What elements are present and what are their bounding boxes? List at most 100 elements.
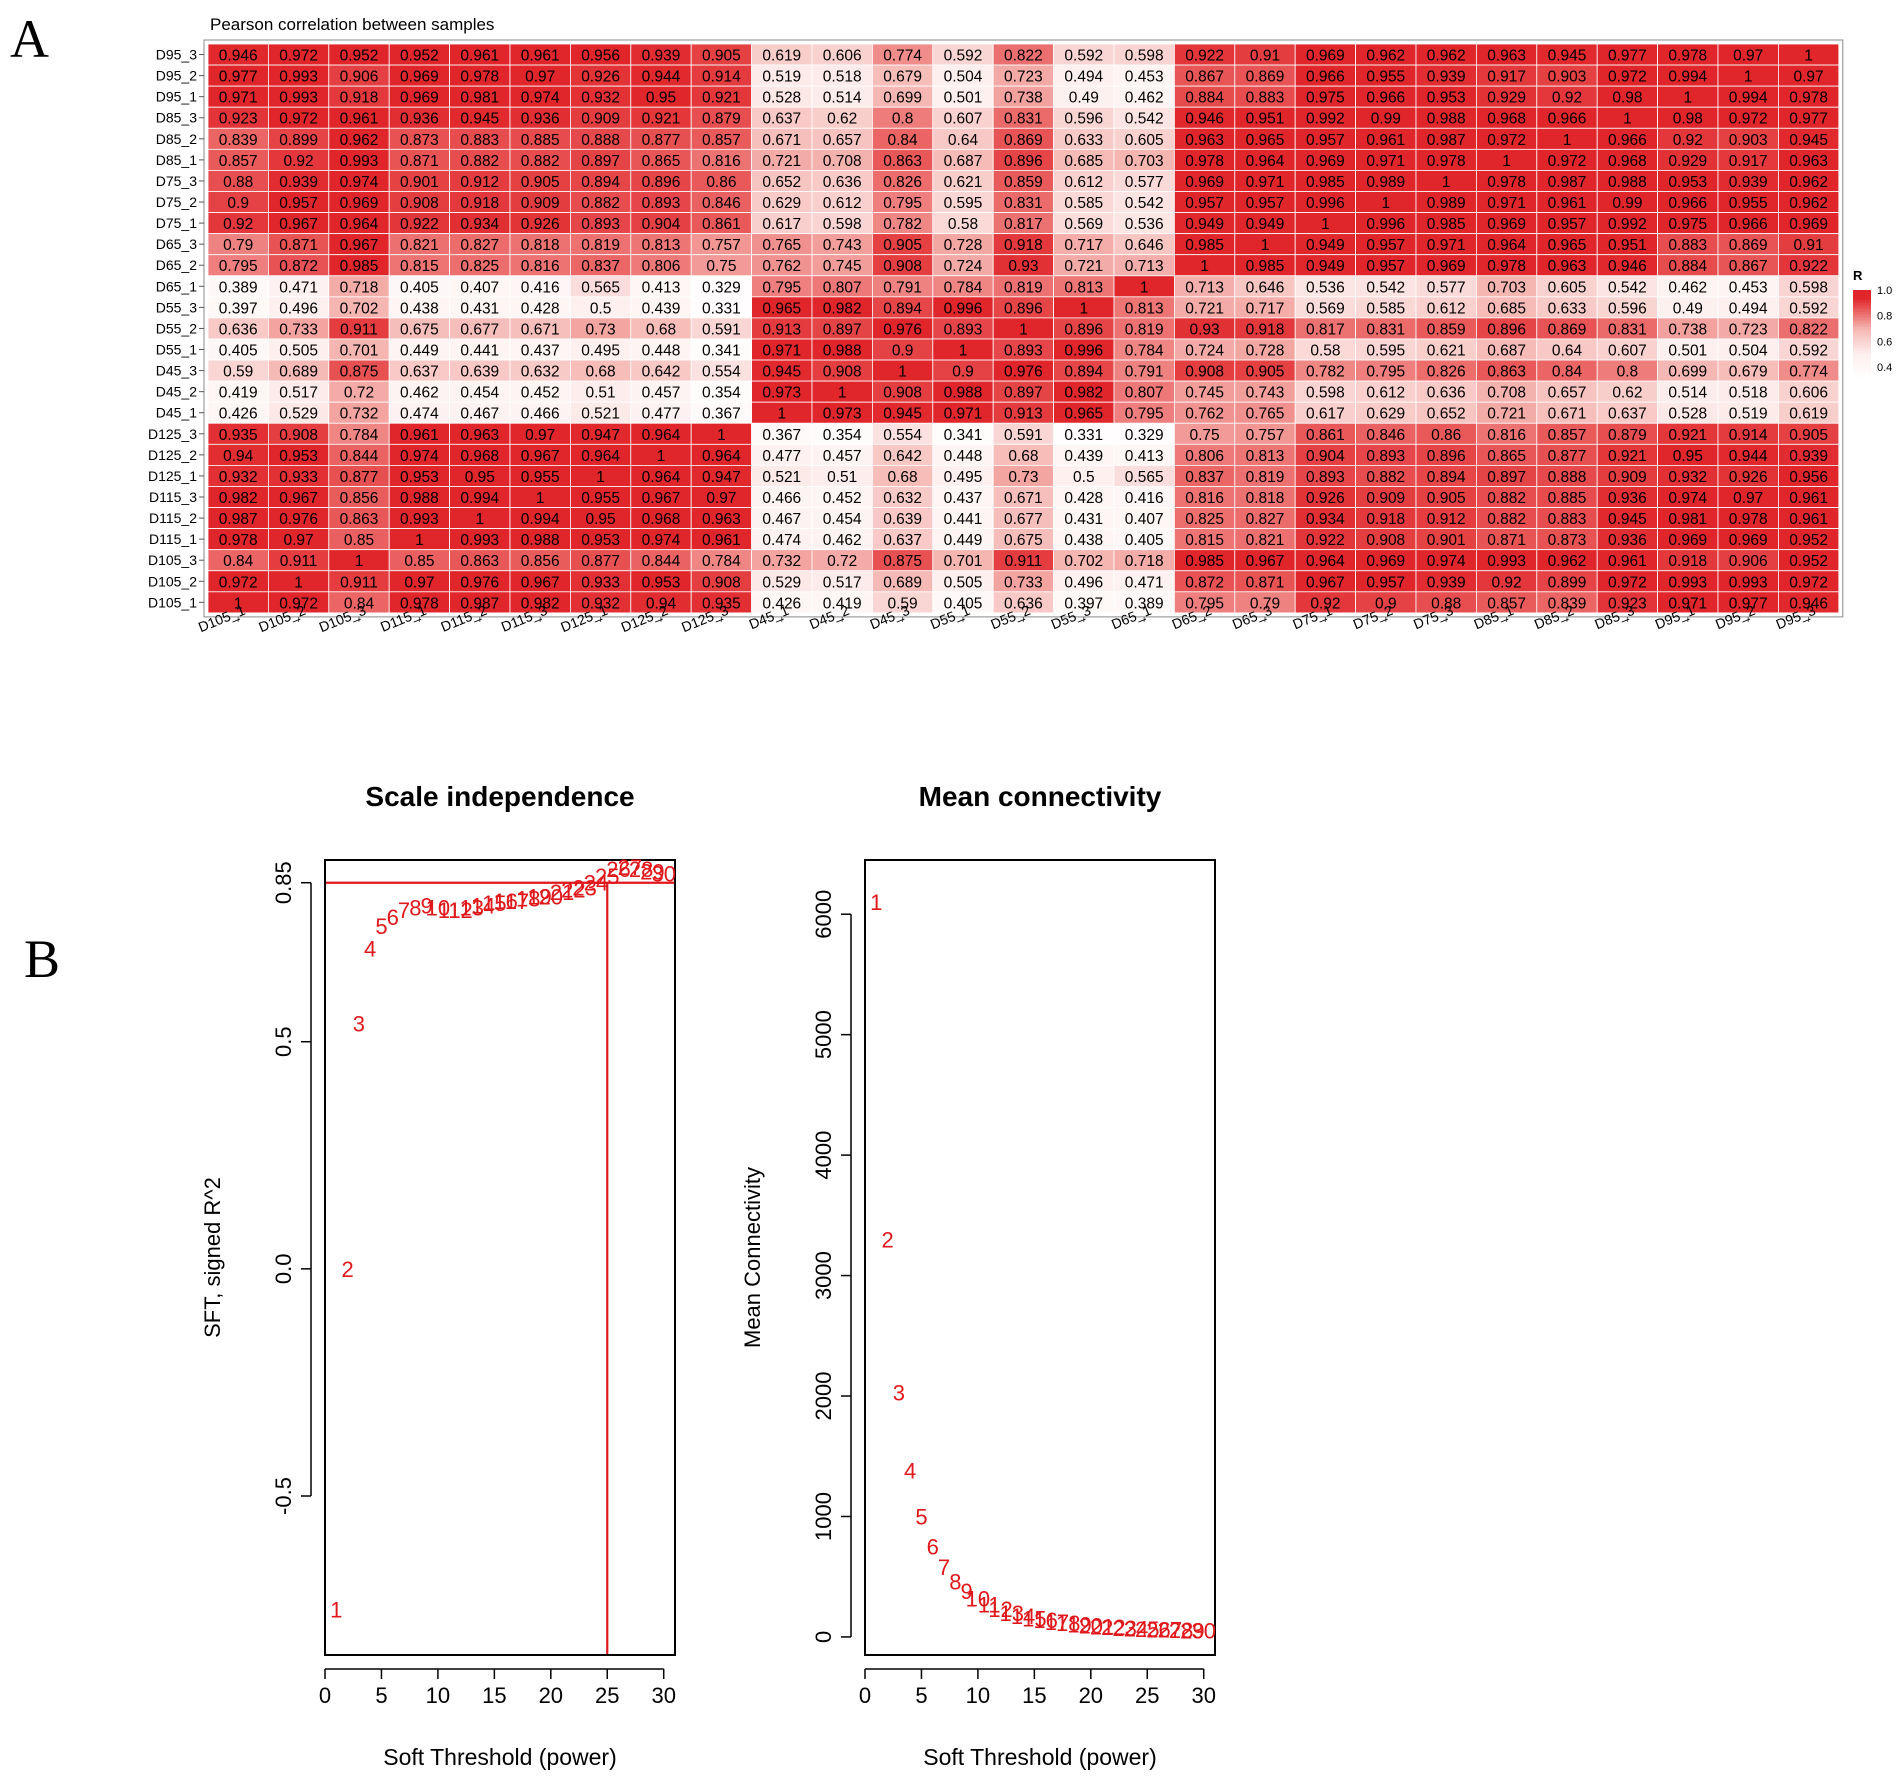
- heatmap-cell-value: 0.893: [1306, 469, 1345, 486]
- heatmap-cell-value: 0.529: [762, 574, 801, 591]
- heatmap-cell-value: 0.449: [400, 343, 439, 360]
- heatmap-cell-value: 0.817: [1004, 216, 1043, 233]
- heatmap-cell-value: 0.873: [1548, 532, 1587, 549]
- heatmap-cell-value: 0.873: [400, 132, 439, 149]
- heatmap-cell-value: 0.5: [1073, 469, 1095, 486]
- heatmap-cell-value: 0.466: [762, 490, 801, 507]
- scale-independence-plot-frame: [324, 859, 676, 1656]
- heatmap-cell-value: 0.961: [1789, 511, 1828, 528]
- heatmap-cell-value: 0.971: [1246, 174, 1285, 191]
- heatmap-legend-swatch: [1853, 305, 1871, 309]
- heatmap-cell-value: 0.926: [521, 216, 560, 233]
- heatmap-row-label: D125_3: [148, 426, 197, 442]
- scale-independence-y-tick-label: 0.5: [271, 1026, 296, 1057]
- heatmap-cell-value: 0.888: [1548, 469, 1587, 486]
- heatmap-cell-value: 0.972: [1487, 132, 1526, 149]
- mean-connectivity-point-label: 8: [949, 1570, 961, 1595]
- heatmap-cell-value: 0.637: [1608, 406, 1647, 423]
- heatmap-cell-value: 0.908: [279, 427, 318, 444]
- heatmap-cell-value: 0.884: [1185, 90, 1224, 107]
- heatmap-cell-value: 0.819: [1125, 321, 1164, 338]
- heatmap-cell-value: 0.721: [1064, 258, 1103, 275]
- heatmap-cell-value: 0.389: [1125, 595, 1164, 612]
- heatmap-cell-value: 0.329: [702, 279, 741, 296]
- heatmap-cell-value: 0.982: [1064, 385, 1103, 402]
- heatmap-cell-value: 0.762: [762, 258, 801, 275]
- heatmap-cell-value: 0.978: [1427, 153, 1466, 170]
- heatmap-cell-value: 0.996: [1306, 195, 1345, 212]
- heatmap-cell-value: 0.987: [1427, 132, 1466, 149]
- heatmap-cell-value: 0.965: [1246, 132, 1285, 149]
- heatmap-row-label: D105_3: [148, 552, 197, 568]
- heatmap-cell-value: 0.452: [823, 490, 862, 507]
- heatmap-cell-value: 0.955: [521, 469, 560, 486]
- heatmap-cell-value: 0.441: [460, 343, 499, 360]
- heatmap-cell-value: 0.743: [1246, 385, 1285, 402]
- heatmap-cell-value: 0.869: [1004, 132, 1043, 149]
- heatmap-cell-value: 0.957: [279, 195, 318, 212]
- heatmap-cell-value: 0.329: [1125, 427, 1164, 444]
- heatmap-cell-value: 0.921: [1608, 448, 1647, 465]
- heatmap-cell-value: 0.448: [642, 343, 681, 360]
- heatmap-cell-value: 0.389: [219, 279, 258, 296]
- scale-independence-x-axis-label: Soft Threshold (power): [383, 1744, 617, 1770]
- heatmap-cell-value: 0.936: [1608, 532, 1647, 549]
- heatmap-cell-value: 0.407: [1125, 511, 1164, 528]
- heatmap-cell-value: 0.988: [1427, 111, 1466, 128]
- mean-connectivity-point-label: 10: [966, 1586, 990, 1611]
- mean-connectivity-point-label: 4: [904, 1459, 916, 1484]
- heatmap-cell-value: 0.978: [1789, 90, 1828, 107]
- heatmap-cell-value: 0.846: [702, 195, 741, 212]
- heatmap-cell-value: 0.596: [1064, 111, 1103, 128]
- heatmap-cell-value: 0.926: [581, 69, 620, 86]
- mean-connectivity-point-label: 16: [1033, 1608, 1057, 1633]
- heatmap-cell-value: 1: [294, 574, 303, 591]
- heatmap-cell-value: 0.607: [1608, 343, 1647, 360]
- heatmap-cell-value: 0.612: [1427, 300, 1466, 317]
- heatmap-cell-value: 0.996: [1366, 216, 1405, 233]
- heatmap-cell-value: 0.908: [883, 258, 922, 275]
- heatmap-cell-value: 0.882: [581, 195, 620, 212]
- heatmap-cell-value: 0.993: [340, 153, 379, 170]
- heatmap-row-label: D85_2: [156, 131, 197, 147]
- heatmap-cell-value: 0.929: [1487, 90, 1526, 107]
- heatmap-cell-value: 0.972: [1608, 69, 1647, 86]
- heatmap-cell-value: 0.972: [1729, 111, 1768, 128]
- heatmap-cell-value: 0.612: [1366, 385, 1405, 402]
- heatmap-cell-value: 0.806: [642, 258, 681, 275]
- heatmap-cell-value: 0.961: [1789, 490, 1828, 507]
- heatmap-cell-value: 0.636: [219, 321, 258, 338]
- heatmap-cell-value: 0.565: [1125, 469, 1164, 486]
- heatmap-cell-value: 0.877: [1548, 448, 1587, 465]
- heatmap-cell-value: 0.831: [1004, 195, 1043, 212]
- heatmap-cell-value: 0.856: [340, 490, 379, 507]
- heatmap-cell-value: 0.969: [1306, 48, 1345, 65]
- heatmap-legend-swatch: [1853, 359, 1871, 363]
- heatmap-cell-value: 0.637: [400, 364, 439, 381]
- heatmap-cell-value: 0.419: [219, 385, 258, 402]
- heatmap-cell-value: 0.84: [223, 553, 254, 570]
- heatmap-cell-value: 0.367: [762, 427, 801, 444]
- heatmap-cell-value: 0.79: [1250, 595, 1280, 612]
- heatmap-cell-value: 0.606: [823, 48, 862, 65]
- heatmap-cell-value: 0.738: [1004, 90, 1043, 107]
- heatmap-cell-value: 0.978: [400, 595, 439, 612]
- heatmap-cell-value: 0.598: [823, 216, 862, 233]
- heatmap-cell-value: 0.449: [944, 532, 983, 549]
- heatmap-cell-value: 0.994: [1668, 69, 1707, 86]
- heatmap-legend-swatch: [1853, 299, 1871, 303]
- scale-independence-x-tick-label: 0: [319, 1683, 331, 1708]
- heatmap-cell-value: 0.909: [1608, 469, 1647, 486]
- heatmap-cell-value: 0.646: [1125, 237, 1164, 254]
- heatmap-cell-value: 0.961: [460, 48, 499, 65]
- heatmap-cell-value: 0.745: [823, 258, 862, 275]
- heatmap-cell-value: 0.867: [1185, 69, 1224, 86]
- heatmap-cell-value: 0.839: [219, 132, 258, 149]
- heatmap-cell-value: 0.968: [1487, 111, 1526, 128]
- heatmap-cell-value: 0.341: [944, 427, 983, 444]
- heatmap-cell-value: 0.894: [581, 174, 620, 191]
- heatmap-cell-value: 0.825: [460, 258, 499, 275]
- heatmap-cell-value: 0.982: [823, 300, 862, 317]
- heatmap-cell-value: 0.762: [1185, 406, 1224, 423]
- heatmap-cell-value: 0.397: [1064, 595, 1103, 612]
